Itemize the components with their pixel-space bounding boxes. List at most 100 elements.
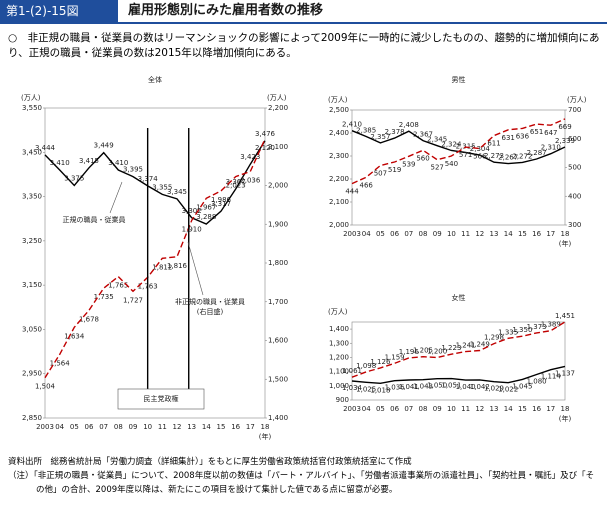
summary: ○ 非正規の職員・従業員の数はリーマンショックの影響によって2009年に一時的に… [8, 32, 600, 59]
data-label: 1,041 [399, 383, 419, 391]
x-axis-unit: (年) [559, 239, 572, 248]
x-tick-label: 10 [143, 423, 152, 431]
data-label: 1,205 [413, 347, 433, 355]
data-label: 1,114 [541, 373, 562, 381]
data-label: 1,137 [555, 369, 575, 377]
y-tick-label: 3,350 [22, 193, 42, 201]
annotation: 非正規の職員・従業員 [175, 297, 245, 306]
charts: 全体 (万人) (万人) 2,850 2,950 3,050 3,150 3,250 3,350… [21, 75, 587, 441]
x-tick-label: 09 [433, 230, 442, 238]
data-label: 1,678 [79, 315, 99, 323]
annotation: 民主党政権 [144, 394, 179, 403]
x-tick-label: 14 [504, 405, 513, 413]
y-tick-label: 2,300 [329, 152, 349, 160]
x-tick-label: 18 [561, 230, 570, 238]
data-label: 2,287 [527, 149, 547, 157]
data-label: 2,367 [413, 131, 433, 139]
data-label: 2,120 [255, 144, 275, 152]
y-tick-label: 2,200 [329, 175, 349, 183]
data-label: 1,018 [370, 386, 390, 394]
y2-tick-label: 2,200 [268, 104, 288, 112]
y2-tick-label: 2,100 [268, 143, 288, 151]
data-label: 1,040 [456, 383, 476, 391]
data-label: 1,050 [427, 382, 447, 390]
data-label: 560 [416, 154, 429, 162]
data-label: 651 [530, 128, 543, 136]
y2-tick-label: 2,000 [268, 182, 288, 190]
x-tick-label: 10 [447, 230, 456, 238]
data-label: 1,735 [94, 293, 114, 301]
series-line [351, 365, 566, 385]
series-line [351, 118, 566, 185]
data-label: 3,423 [240, 153, 260, 161]
data-label: 1,126 [370, 358, 391, 366]
data-label: 444 [345, 188, 359, 196]
x-tick-label: 07 [404, 405, 413, 413]
chart-title: 全体 [148, 75, 162, 84]
data-label: 2,378 [385, 128, 405, 136]
data-label: 631 [502, 134, 515, 142]
x-tick-label: 13 [490, 405, 499, 413]
data-label: 1,051 [441, 382, 461, 390]
series-line [44, 138, 266, 379]
x-tick-label: 15 [518, 230, 527, 238]
y-tick-label: 900 [336, 396, 349, 404]
y2-tick-label: 700 [568, 106, 581, 114]
data-label: 3,375 [64, 175, 84, 183]
data-label: 566 [473, 153, 487, 161]
y-tick-label: 2,000 [329, 221, 349, 229]
chart-title: 女性 [452, 293, 466, 302]
y-tick-label: 1,200 [329, 353, 349, 361]
y-tick-label: 1,400 [329, 325, 349, 333]
data-label: 2,036 [240, 177, 261, 185]
y2-tick-label: 1,500 [268, 375, 288, 383]
data-label: 2,310 [541, 144, 561, 152]
data-label: 1,080 [527, 377, 547, 385]
data-label: 2,345 [427, 136, 447, 144]
x-tick-label: 04 [362, 230, 371, 238]
data-label: 1,159 [385, 353, 405, 361]
data-label: 3,345 [167, 188, 187, 196]
x-tick-label: 11 [158, 423, 167, 431]
figure-number: 第1-(2)-15図 [0, 0, 118, 22]
note: （注）「非正規の職員・従業員」について、2008年度以前の数値は「パート・アルバ… [8, 471, 595, 495]
data-label: 1,223 [441, 344, 461, 352]
x-tick-label: 13 [187, 423, 196, 431]
data-label: 3,288 [196, 213, 216, 221]
x-tick-label: 11 [461, 230, 470, 238]
data-label: 1,765 [108, 282, 128, 290]
chart-title: 男性 [452, 75, 466, 84]
x-tick-label: 14 [504, 230, 513, 238]
annotation: (右目盛) [197, 307, 224, 316]
y-tick-label: 1,100 [329, 368, 349, 376]
data-label: 3,415 [79, 157, 99, 165]
x-tick-label: 04 [55, 423, 64, 431]
data-label: 2,408 [399, 121, 419, 129]
data-label: 1,812 [152, 263, 172, 271]
annotation-leader [109, 181, 123, 214]
y-axis-unit: (万人) [328, 96, 348, 104]
plot-frame [351, 321, 566, 401]
x-tick-label: 05 [70, 423, 79, 431]
x-tick-label: 16 [532, 405, 541, 413]
series-line [351, 321, 566, 378]
figure-title: 雇用形態別にみた雇用者数の推移 [128, 3, 324, 18]
x-tick-label: 2003 [343, 405, 361, 413]
data-label: 1,098 [356, 362, 376, 370]
data-label: 1,389 [541, 321, 561, 329]
data-label: 3,302 [182, 207, 202, 215]
x-tick-label: 11 [461, 405, 470, 413]
data-label: 1,564 [50, 359, 71, 367]
x-tick-label: 08 [419, 230, 428, 238]
x-tick-label: 17 [546, 230, 555, 238]
y-tick-label: 2,950 [22, 370, 42, 378]
data-label: 1,200 [427, 347, 447, 355]
data-label: 636 [516, 132, 530, 140]
y2-tick-label: 1,600 [268, 337, 288, 345]
source: 資料出所 総務省統計局「労働力調査（詳細集計）」をもとに厚生労働省政策統括官付政… [8, 457, 412, 467]
y-tick-label: 3,150 [22, 281, 42, 289]
y-tick-label: 2,850 [22, 414, 42, 422]
data-label: 1,025 [356, 385, 376, 393]
y-tick-label: 2,100 [329, 198, 349, 206]
